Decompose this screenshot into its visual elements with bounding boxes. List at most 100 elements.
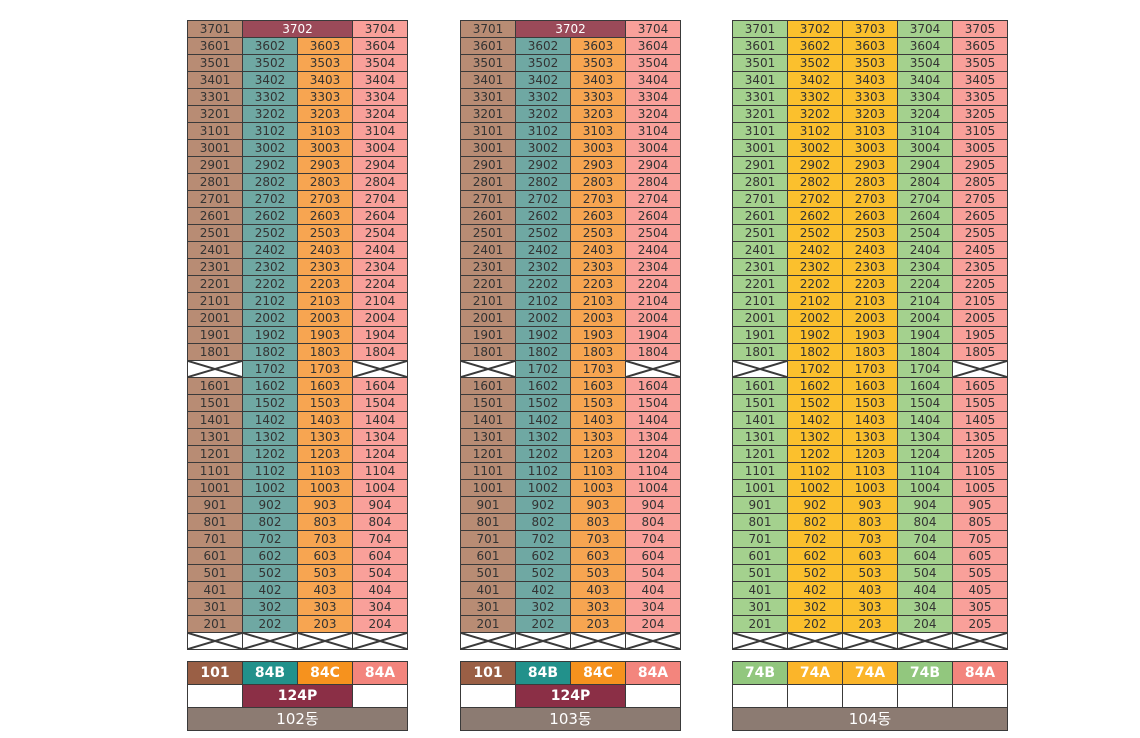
unit-2003[interactable]: 2003 [842, 309, 898, 327]
unit-1101[interactable]: 1101 [460, 462, 516, 480]
unit-704[interactable]: 704 [625, 530, 681, 548]
unit-1801[interactable]: 1801 [732, 343, 788, 361]
unit-1201[interactable]: 1201 [732, 445, 788, 463]
unit-2705[interactable]: 2705 [952, 190, 1008, 208]
unit-1604[interactable]: 1604 [897, 377, 953, 395]
unit-501[interactable]: 501 [460, 564, 516, 582]
unit-2101[interactable]: 2101 [187, 292, 243, 310]
unit-303[interactable]: 303 [842, 598, 898, 616]
unit-2603[interactable]: 2603 [297, 207, 353, 225]
unit-2905[interactable]: 2905 [952, 156, 1008, 174]
unit-1401[interactable]: 1401 [187, 411, 243, 429]
unit-1003[interactable]: 1003 [570, 479, 626, 497]
unit-1802[interactable]: 1802 [787, 343, 843, 361]
unit-3101[interactable]: 3101 [460, 122, 516, 140]
unit-2902[interactable]: 2902 [242, 156, 298, 174]
unit-2602[interactable]: 2602 [242, 207, 298, 225]
unit-302[interactable]: 302 [787, 598, 843, 616]
unit-2202[interactable]: 2202 [242, 275, 298, 293]
unit-2501[interactable]: 2501 [460, 224, 516, 242]
unit-802[interactable]: 802 [515, 513, 571, 531]
unit-2303[interactable]: 2303 [297, 258, 353, 276]
unit-1503[interactable]: 1503 [570, 394, 626, 412]
unit-2004[interactable]: 2004 [625, 309, 681, 327]
unit-502[interactable]: 502 [515, 564, 571, 582]
unit-2405[interactable]: 2405 [952, 241, 1008, 259]
unit-3602[interactable]: 3602 [515, 37, 571, 55]
unit-3302[interactable]: 3302 [242, 88, 298, 106]
unit-2203[interactable]: 2203 [842, 275, 898, 293]
unit-704[interactable]: 704 [352, 530, 408, 548]
unit-3701[interactable]: 3701 [187, 20, 243, 38]
unit-2601[interactable]: 2601 [187, 207, 243, 225]
unit-501[interactable]: 501 [732, 564, 788, 582]
unit-2701[interactable]: 2701 [732, 190, 788, 208]
unit-1502[interactable]: 1502 [242, 394, 298, 412]
unit-1502[interactable]: 1502 [515, 394, 571, 412]
unit-1604[interactable]: 1604 [352, 377, 408, 395]
unit-3501[interactable]: 3501 [187, 54, 243, 72]
unit-804[interactable]: 804 [625, 513, 681, 531]
unit-1605[interactable]: 1605 [952, 377, 1008, 395]
unit-3601[interactable]: 3601 [187, 37, 243, 55]
unit-603[interactable]: 603 [842, 547, 898, 565]
unit-3701[interactable]: 3701 [460, 20, 516, 38]
unit-502[interactable]: 502 [787, 564, 843, 582]
unit-703[interactable]: 703 [842, 530, 898, 548]
unit-1403[interactable]: 1403 [842, 411, 898, 429]
unit-3302[interactable]: 3302 [515, 88, 571, 106]
unit-3203[interactable]: 3203 [842, 105, 898, 123]
unit-3004[interactable]: 3004 [352, 139, 408, 157]
unit-2304[interactable]: 2304 [897, 258, 953, 276]
unit-3704[interactable]: 3704 [625, 20, 681, 38]
unit-1002[interactable]: 1002 [787, 479, 843, 497]
unit-705[interactable]: 705 [952, 530, 1008, 548]
unit-804[interactable]: 804 [352, 513, 408, 531]
unit-1601[interactable]: 1601 [460, 377, 516, 395]
unit-1703[interactable]: 1703 [570, 360, 626, 378]
unit-1003[interactable]: 1003 [297, 479, 353, 497]
unit-2005[interactable]: 2005 [952, 309, 1008, 327]
unit-2002[interactable]: 2002 [787, 309, 843, 327]
unit-2103[interactable]: 2103 [297, 292, 353, 310]
unit-1001[interactable]: 1001 [187, 479, 243, 497]
unit-304[interactable]: 304 [897, 598, 953, 616]
unit-1401[interactable]: 1401 [732, 411, 788, 429]
unit-1603[interactable]: 1603 [297, 377, 353, 395]
unit-702[interactable]: 702 [242, 530, 298, 548]
unit-2504[interactable]: 2504 [897, 224, 953, 242]
unit-2303[interactable]: 2303 [570, 258, 626, 276]
unit-2001[interactable]: 2001 [460, 309, 516, 327]
unit-3204[interactable]: 3204 [625, 105, 681, 123]
unit-804[interactable]: 804 [897, 513, 953, 531]
unit-3605[interactable]: 3605 [952, 37, 1008, 55]
unit-1002[interactable]: 1002 [515, 479, 571, 497]
unit-1202[interactable]: 1202 [242, 445, 298, 463]
unit-3402[interactable]: 3402 [242, 71, 298, 89]
unit-2303[interactable]: 2303 [842, 258, 898, 276]
unit-3702[interactable]: 3702 [515, 20, 626, 38]
unit-3204[interactable]: 3204 [352, 105, 408, 123]
unit-801[interactable]: 801 [732, 513, 788, 531]
unit-3502[interactable]: 3502 [242, 54, 298, 72]
unit-204[interactable]: 204 [625, 615, 681, 633]
unit-2003[interactable]: 2003 [570, 309, 626, 327]
unit-2203[interactable]: 2203 [297, 275, 353, 293]
unit-2901[interactable]: 2901 [732, 156, 788, 174]
unit-1405[interactable]: 1405 [952, 411, 1008, 429]
unit-2204[interactable]: 2204 [352, 275, 408, 293]
unit-3604[interactable]: 3604 [352, 37, 408, 55]
unit-2301[interactable]: 2301 [460, 258, 516, 276]
unit-3101[interactable]: 3101 [732, 122, 788, 140]
unit-3603[interactable]: 3603 [842, 37, 898, 55]
unit-1402[interactable]: 1402 [515, 411, 571, 429]
unit-1702[interactable]: 1702 [787, 360, 843, 378]
unit-3103[interactable]: 3103 [570, 122, 626, 140]
unit-402[interactable]: 402 [515, 581, 571, 599]
unit-1601[interactable]: 1601 [732, 377, 788, 395]
unit-2404[interactable]: 2404 [625, 241, 681, 259]
unit-204[interactable]: 204 [897, 615, 953, 633]
unit-3003[interactable]: 3003 [570, 139, 626, 157]
unit-2401[interactable]: 2401 [187, 241, 243, 259]
unit-902[interactable]: 902 [515, 496, 571, 514]
